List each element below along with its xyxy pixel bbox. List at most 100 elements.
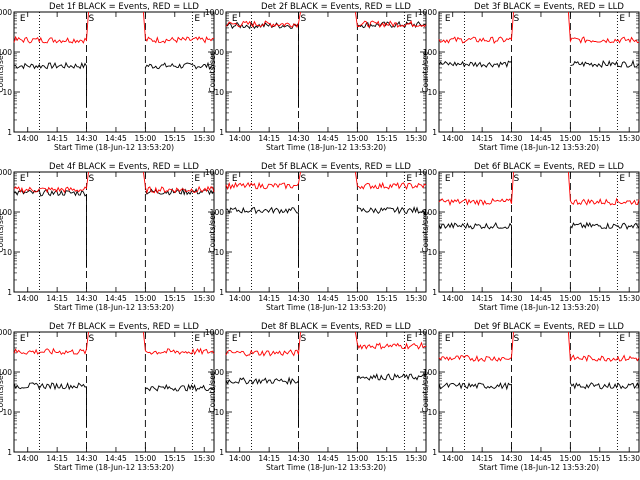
chart-title: Det 4f BLACK = Events, RED = LLD bbox=[49, 162, 199, 172]
plot-frame bbox=[13, 331, 215, 453]
lld-series-line bbox=[13, 11, 89, 44]
x-tick-label: 15:00 bbox=[135, 134, 157, 143]
event-marker-label: E bbox=[194, 334, 200, 344]
event-marker-label: E bbox=[20, 14, 26, 24]
lld-series-line bbox=[567, 331, 640, 363]
x-axis-label: Start Time (18-Jun-12 13:53:20) bbox=[479, 143, 599, 152]
x-tick-label: 15:30 bbox=[405, 294, 427, 303]
chart-title: Det 3f BLACK = Events, RED = LLD bbox=[474, 2, 624, 12]
x-tick-label: 15:00 bbox=[347, 134, 369, 143]
event-marker-label: E bbox=[194, 14, 200, 24]
plot-frame bbox=[225, 331, 427, 453]
x-tick-label: 14:00 bbox=[17, 294, 39, 303]
events-series-line bbox=[357, 20, 427, 108]
event-marker-label: S bbox=[301, 174, 307, 184]
x-tick-label: 14:45 bbox=[105, 134, 127, 143]
events-series-line bbox=[570, 381, 640, 428]
x-tick-label: 15:30 bbox=[193, 294, 215, 303]
chart-title: Det 5f BLACK = Events, RED = LLD bbox=[261, 162, 411, 172]
x-axis-label: Start Time (18-Jun-12 13:53:20) bbox=[54, 303, 174, 312]
plot-frame bbox=[13, 11, 215, 133]
x-tick-label: 14:30 bbox=[501, 294, 523, 303]
events-series-line bbox=[13, 189, 87, 268]
x-tick-label: 14:15 bbox=[471, 294, 493, 303]
x-tick-label: 15:15 bbox=[376, 294, 398, 303]
x-tick-label: 15:15 bbox=[164, 134, 186, 143]
x-tick-label: 14:15 bbox=[471, 454, 493, 463]
x-tick-label: 14:00 bbox=[229, 454, 251, 463]
y-tick-label: 10 bbox=[2, 248, 12, 257]
x-tick-label: 14:00 bbox=[17, 454, 39, 463]
x-tick-label: 15:15 bbox=[589, 294, 611, 303]
x-tick-label: 14:00 bbox=[17, 134, 39, 143]
event-marker-label: E bbox=[619, 334, 625, 344]
event-marker-label: S bbox=[301, 334, 307, 344]
x-tick-label: 15:00 bbox=[135, 294, 157, 303]
y-axis-label: Counts/sec bbox=[208, 371, 217, 412]
x-axis-label: Start Time (18-Jun-12 13:53:20) bbox=[479, 463, 599, 472]
y-tick-label: 100 bbox=[0, 368, 12, 377]
events-series-line bbox=[357, 206, 427, 268]
y-axis-label: Counts/sec bbox=[208, 211, 217, 252]
x-tick-label: 15:30 bbox=[405, 134, 427, 143]
y-tick-label: 10 bbox=[427, 88, 437, 97]
x-tick-label: 14:15 bbox=[258, 134, 280, 143]
chart-title: Det 8f BLACK = Events, RED = LLD bbox=[261, 322, 411, 332]
events-series-line bbox=[570, 221, 640, 268]
y-tick-label: 10 bbox=[214, 248, 224, 257]
x-tick-label: 15:00 bbox=[560, 134, 582, 143]
events-series-line bbox=[438, 381, 512, 428]
y-tick-label: 10 bbox=[427, 248, 437, 257]
lld-series-line bbox=[142, 331, 215, 356]
x-tick-label: 14:30 bbox=[288, 294, 310, 303]
x-tick-label: 15:00 bbox=[347, 294, 369, 303]
lld-series-line bbox=[13, 331, 89, 356]
x-axis-label: Start Time (18-Jun-12 13:53:20) bbox=[54, 143, 174, 152]
chart-title: Det 2f BLACK = Events, RED = LLD bbox=[261, 2, 411, 12]
chart-panel: Det 4f BLACK = Events, RED = LLD 1 10 100 10… bbox=[0, 162, 215, 312]
events-series-line bbox=[13, 381, 87, 428]
x-tick-label: 14:15 bbox=[471, 134, 493, 143]
y-axis-label: Counts/sec bbox=[0, 371, 5, 412]
y-tick-label: 1000 bbox=[0, 328, 12, 337]
x-tick-label: 14:30 bbox=[76, 454, 98, 463]
events-series-line bbox=[356, 372, 427, 428]
plot-frame bbox=[225, 11, 427, 133]
events-series-line bbox=[144, 187, 215, 268]
y-tick-label: 1 bbox=[219, 128, 224, 137]
x-tick-label: 15:15 bbox=[589, 134, 611, 143]
x-tick-label: 15:30 bbox=[618, 134, 640, 143]
x-tick-label: 14:30 bbox=[76, 294, 98, 303]
event-marker-label: S bbox=[89, 14, 95, 24]
x-tick-label: 15:00 bbox=[560, 454, 582, 463]
x-tick-label: 14:45 bbox=[105, 454, 127, 463]
x-axis-label: Start Time (18-Jun-12 13:53:20) bbox=[54, 463, 174, 472]
events-series-line bbox=[225, 206, 299, 268]
x-tick-label: 15:30 bbox=[193, 134, 215, 143]
x-tick-label: 15:30 bbox=[618, 454, 640, 463]
lld-series-line bbox=[225, 331, 301, 357]
x-tick-label: 15:15 bbox=[589, 454, 611, 463]
y-tick-label: 1 bbox=[7, 288, 12, 297]
event-marker-label: E bbox=[445, 334, 451, 344]
x-tick-label: 14:30 bbox=[501, 134, 523, 143]
y-tick-label: 100 bbox=[423, 48, 438, 57]
y-tick-label: 1 bbox=[432, 288, 437, 297]
x-axis-label: Start Time (18-Jun-12 13:53:20) bbox=[266, 303, 386, 312]
chart-panel: Det 8f BLACK = Events, RED = LLD 1 10 100 10… bbox=[205, 322, 427, 472]
event-marker-label: E bbox=[445, 14, 451, 24]
y-tick-label: 100 bbox=[210, 48, 225, 57]
x-tick-label: 14:45 bbox=[317, 454, 339, 463]
x-tick-label: 14:30 bbox=[288, 454, 310, 463]
event-marker-label: E bbox=[194, 174, 200, 184]
y-tick-label: 1 bbox=[432, 448, 437, 457]
plot-frame bbox=[438, 11, 640, 133]
y-tick-label: 1000 bbox=[205, 168, 224, 177]
y-tick-label: 10 bbox=[2, 408, 12, 417]
events-series-line bbox=[225, 21, 299, 108]
chart-panel: Det 3f BLACK = Events, RED = LLD 1 10 100 10… bbox=[418, 2, 640, 152]
event-marker-label: E bbox=[445, 174, 451, 184]
y-tick-label: 1000 bbox=[418, 328, 437, 337]
y-tick-label: 100 bbox=[0, 208, 12, 217]
